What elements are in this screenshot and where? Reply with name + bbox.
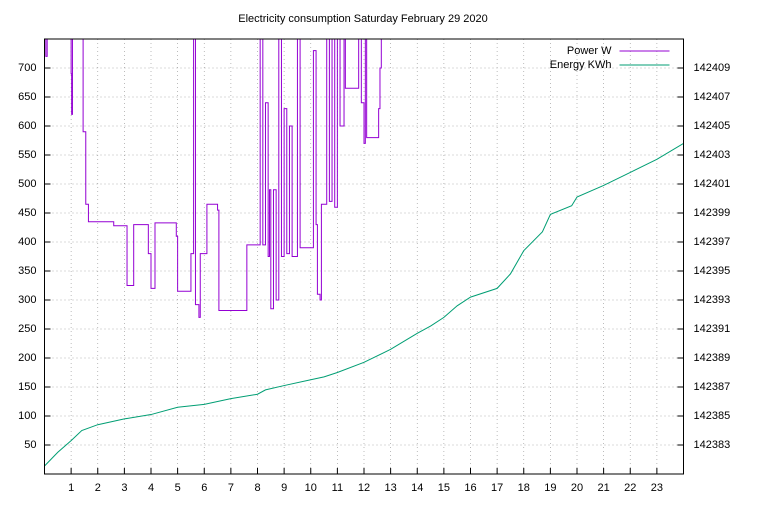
y2-tick-label: 142405 xyxy=(694,120,731,132)
legend-label: Power W xyxy=(567,45,612,57)
plot-frame xyxy=(44,38,684,475)
y2-tick-label: 142385 xyxy=(694,410,731,422)
y-tick-label: 500 xyxy=(18,178,36,190)
y2-tick-label: 142393 xyxy=(694,294,731,306)
y2-tick-label: 142395 xyxy=(694,265,731,277)
series-line xyxy=(45,39,382,318)
series-line xyxy=(44,142,684,467)
y2-tick-label: 142391 xyxy=(694,323,731,335)
plot-area xyxy=(44,39,684,467)
y-tick-label: 50 xyxy=(24,439,36,451)
y-tick-label: 150 xyxy=(18,381,36,393)
y-tick-label: 400 xyxy=(18,236,36,248)
y-tick-label: 700 xyxy=(18,62,36,74)
x-tick-label: 21 xyxy=(598,482,610,494)
y-tick-label: 250 xyxy=(18,323,36,335)
x-tick-label: 14 xyxy=(411,482,423,494)
legend-label: Energy KWh xyxy=(550,59,612,71)
x-tick-label: 12 xyxy=(358,482,370,494)
x-tick-label: 7 xyxy=(228,482,234,494)
y2-tick-label: 142399 xyxy=(694,207,731,219)
y-tick-label: 100 xyxy=(18,410,36,422)
x-tick-label: 17 xyxy=(491,482,503,494)
y2-tick-label: 142389 xyxy=(694,352,731,364)
x-tick-label: 3 xyxy=(121,482,127,494)
chart-title: Electricity consumption Saturday Februar… xyxy=(238,13,487,25)
x-tick-label: 19 xyxy=(544,482,556,494)
x-tick-label: 22 xyxy=(624,482,636,494)
x-tick-label: 5 xyxy=(175,482,181,494)
x-tick-label: 15 xyxy=(438,482,450,494)
y-tick-label: 300 xyxy=(18,294,36,306)
y-tick-label: 550 xyxy=(18,149,36,161)
y2-tick-label: 142409 xyxy=(694,62,731,74)
x-tick-label: 20 xyxy=(571,482,583,494)
x-tick-label: 10 xyxy=(305,482,317,494)
y-tick-label: 450 xyxy=(18,207,36,219)
x-tick-label: 16 xyxy=(464,482,476,494)
y-tick-label: 600 xyxy=(18,120,36,132)
y2-tick-label: 142401 xyxy=(694,178,731,190)
x-tick-label: 18 xyxy=(518,482,530,494)
x-tick-label: 11 xyxy=(332,482,343,494)
y-tick-label: 200 xyxy=(18,352,36,364)
x-tick-label: 13 xyxy=(385,482,397,494)
x-tick-label: 9 xyxy=(281,482,287,494)
x-tick-label: 4 xyxy=(148,482,154,494)
x-tick-label: 8 xyxy=(254,482,260,494)
x-tick-label: 23 xyxy=(651,482,663,494)
y-tick-label: 650 xyxy=(18,91,36,103)
y2-tick-label: 142383 xyxy=(694,439,731,451)
y2-tick-label: 142403 xyxy=(694,149,731,161)
x-tick-label: 6 xyxy=(201,482,207,494)
x-tick-label: 2 xyxy=(95,482,101,494)
x-tick-label: 1 xyxy=(68,482,74,494)
y2-tick-label: 142387 xyxy=(694,381,731,393)
y2-tick-label: 142397 xyxy=(694,236,731,248)
y2-tick-label: 142407 xyxy=(694,91,731,103)
y-tick-label: 350 xyxy=(18,265,36,277)
